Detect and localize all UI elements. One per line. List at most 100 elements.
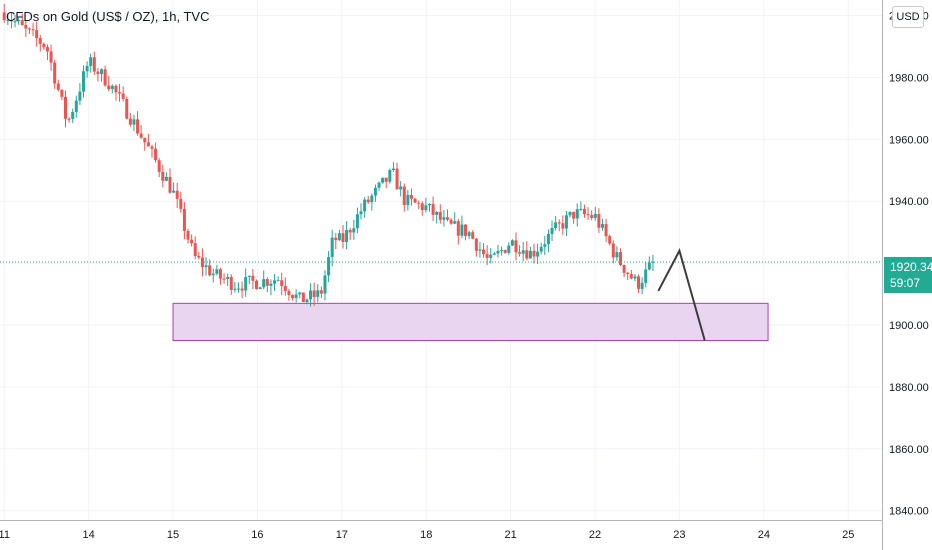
candle-body: [449, 219, 453, 224]
candle-body: [67, 118, 71, 120]
time-tick-label: 21: [505, 529, 517, 541]
candle-body: [146, 142, 150, 147]
last-price-value: 1920.34: [890, 260, 932, 274]
candle-body: [276, 280, 280, 282]
candle-body: [103, 69, 107, 86]
currency-button[interactable]: USD: [892, 6, 924, 28]
candle-body: [597, 213, 601, 228]
candle-body: [215, 269, 219, 274]
candle-body: [399, 186, 403, 190]
candle-body: [345, 230, 349, 242]
candle-body: [370, 195, 374, 203]
candle-body: [409, 194, 413, 199]
candle-body: [82, 71, 86, 92]
support-zone-layer[interactable]: [172, 302, 769, 341]
candle-body: [172, 190, 176, 193]
candle-body: [424, 205, 428, 211]
time-tick-label: 14: [82, 529, 94, 541]
candle-body: [629, 274, 633, 279]
candle-body: [211, 273, 215, 276]
candle-body: [467, 232, 471, 236]
candles: [2, 3, 655, 307]
candle-body: [464, 224, 468, 236]
candle-body: [312, 290, 316, 297]
candle-body: [316, 290, 320, 297]
time-tick-label: 18: [420, 529, 432, 541]
candle-body: [514, 240, 518, 253]
candle-body: [265, 279, 269, 286]
candle-body: [381, 177, 385, 183]
candle-body: [186, 230, 190, 240]
support-zone[interactable]: [172, 302, 769, 341]
candle-body: [427, 203, 431, 206]
candle-body: [35, 30, 39, 39]
candle-body: [442, 217, 446, 220]
candle-body: [546, 233, 550, 245]
candle-body: [92, 57, 96, 72]
candle-body: [492, 253, 496, 255]
candle-body: [503, 250, 507, 253]
candle-body: [240, 288, 244, 291]
candle-body: [431, 203, 435, 215]
candle-body: [179, 198, 183, 209]
grid: [0, 0, 882, 520]
candle-body: [572, 211, 576, 219]
candle-body: [564, 215, 568, 229]
price-tick-label: 1860.00: [889, 444, 929, 456]
candle-body: [640, 282, 644, 289]
candle-body: [20, 20, 24, 26]
candle-body: [453, 221, 457, 224]
candle-body: [575, 209, 579, 219]
candle-body: [150, 146, 154, 149]
candle-body: [341, 233, 345, 242]
price-tick-label: 1980.00: [889, 72, 929, 84]
candle-body: [507, 245, 511, 253]
candle-body: [154, 148, 158, 161]
candle-body: [319, 290, 323, 294]
candle-body: [13, 21, 17, 23]
candle-body: [395, 168, 399, 190]
candle-body: [294, 294, 298, 299]
candle-body: [363, 199, 367, 212]
candle-body: [244, 276, 248, 291]
candle-body: [118, 92, 122, 94]
candle-body: [334, 237, 338, 241]
candle-body: [24, 25, 28, 29]
candle-body: [557, 222, 561, 224]
candle-body: [280, 280, 284, 287]
candle-body: [164, 176, 168, 181]
candle-body: [121, 93, 125, 99]
last-price-tag: 1920.34 59:07: [884, 257, 932, 293]
candle-body: [647, 262, 651, 270]
projection-line[interactable]: [657, 248, 706, 341]
candle-body: [222, 278, 226, 280]
candle-body: [301, 292, 305, 303]
candle-body: [532, 250, 536, 257]
candle-body: [168, 176, 172, 193]
candle-body: [262, 279, 266, 288]
candle-body: [114, 85, 118, 93]
candle-body: [622, 265, 626, 273]
time-tick-label: 23: [673, 529, 685, 541]
candle-body: [100, 69, 104, 75]
candle-body: [291, 295, 295, 299]
candle-body: [236, 288, 240, 290]
candle-body: [337, 233, 341, 241]
candle-body: [208, 265, 212, 276]
candle-body: [510, 240, 514, 246]
candle-body: [190, 239, 194, 244]
candle-body: [539, 246, 543, 252]
candle-body: [31, 29, 35, 31]
candle-body: [406, 194, 410, 206]
candle-body: [388, 170, 392, 182]
candle-body: [136, 119, 140, 134]
candle-body: [323, 275, 327, 294]
price-tick-label: 1840.00: [889, 506, 929, 518]
price-tick-label: 1900.00: [889, 320, 929, 332]
candle-body: [161, 171, 165, 181]
candle-body: [309, 290, 313, 300]
candle-body: [528, 250, 532, 259]
candle-body: [218, 269, 222, 279]
